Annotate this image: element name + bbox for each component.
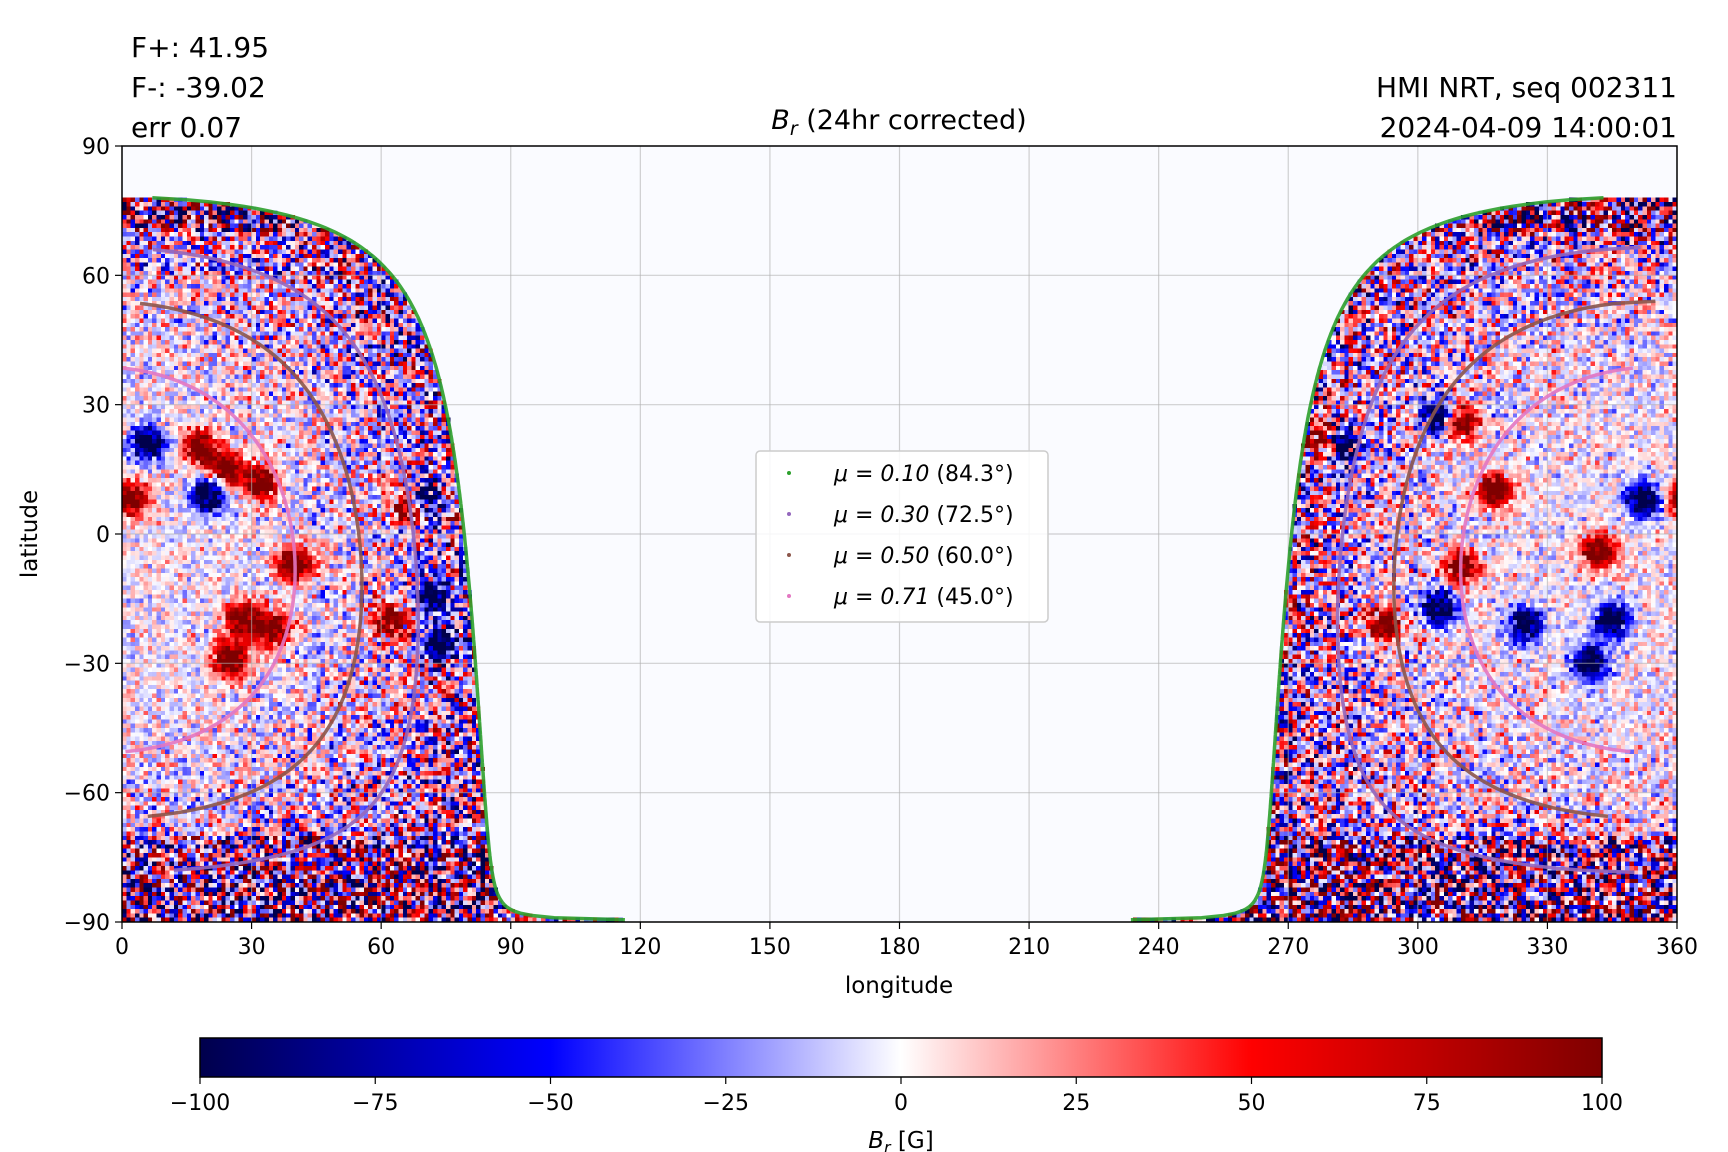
x-tick-label: 270 bbox=[1267, 935, 1309, 960]
y-tick-label: −90 bbox=[64, 911, 110, 936]
colorbar-tick-label: −100 bbox=[170, 1091, 230, 1116]
legend-marker bbox=[787, 594, 791, 598]
y-tick-label: 60 bbox=[82, 264, 110, 289]
legend-label-angle: (60.0°) bbox=[929, 544, 1013, 569]
colorbar-label: Br [G] bbox=[868, 1128, 933, 1152]
x-tick-label: 330 bbox=[1526, 935, 1568, 960]
x-axis-ticks: 0 30 60 90 120 150 180 210 240 270 300 330 360 bbox=[115, 922, 1698, 960]
mu-contour-line bbox=[122, 366, 297, 754]
legend-label: μ = 0.10 (84.3°) bbox=[833, 462, 1014, 487]
x-tick-label: 30 bbox=[238, 935, 266, 960]
legend-label-angle: (84.3°) bbox=[929, 462, 1013, 487]
legend-label: μ = 0.30 (72.5°) bbox=[833, 503, 1014, 528]
mu-contour-0.30 bbox=[153, 247, 1670, 872]
y-tick-label: 90 bbox=[82, 135, 110, 160]
x-tick-label: 90 bbox=[497, 935, 525, 960]
x-tick-label: 360 bbox=[1656, 935, 1698, 960]
legend: μ = 0.10 (84.3°)μ = 0.30 (72.5°)μ = 0.50… bbox=[755, 450, 1049, 623]
legend-marker bbox=[787, 553, 791, 557]
legend-item: μ = 0.30 (72.5°) bbox=[787, 503, 1014, 528]
legend-marker bbox=[787, 512, 791, 516]
flux-positive-label: F+: 41.95 bbox=[131, 31, 269, 64]
legend-label: μ = 0.50 (60.0°) bbox=[833, 544, 1014, 569]
colorbar-tick-label: −75 bbox=[352, 1091, 398, 1116]
colorbar-ticks: −100 −75 −50 −25 0 25 50 75 100 bbox=[170, 1077, 1623, 1116]
chart-title-subscript: r bbox=[790, 118, 799, 140]
colorbar-label-rest: [G] bbox=[891, 1128, 934, 1152]
y-tick-label: −60 bbox=[64, 782, 110, 807]
legend-label-angle: (72.5°) bbox=[929, 503, 1013, 528]
mu-contour-line bbox=[152, 195, 625, 922]
x-tick-label: 300 bbox=[1397, 935, 1439, 960]
mu-contour-line bbox=[1130, 195, 1604, 922]
colorbar-tick-label: 0 bbox=[894, 1091, 908, 1116]
mu-contour-line bbox=[1335, 245, 1641, 875]
y-axis-ticks: −90 −60 −30 0 30 60 90 bbox=[64, 135, 122, 936]
chart-title-rest: (24hr corrected) bbox=[798, 105, 1027, 136]
colorbar-tick-label: −50 bbox=[527, 1091, 573, 1116]
mu-contour-0.71 bbox=[122, 366, 1634, 754]
colorbar-tick-label: −25 bbox=[703, 1091, 749, 1116]
x-tick-label: 120 bbox=[619, 935, 661, 960]
legend-item: μ = 0.50 (60.0°) bbox=[787, 544, 1014, 569]
legend-label-math: μ = 0.50 bbox=[833, 544, 929, 569]
mu-contour-0.50 bbox=[140, 301, 1655, 816]
legend-label-math: μ = 0.71 bbox=[833, 585, 929, 610]
chart-title-symbol: B bbox=[771, 105, 790, 136]
timestamp-label: 2024-04-09 14:00:01 bbox=[1380, 111, 1677, 144]
y-tick-label: 30 bbox=[82, 394, 110, 419]
mu-contours bbox=[122, 195, 1670, 922]
colorbar-tick-label: 100 bbox=[1581, 1091, 1623, 1116]
legend-label-angle: (45.0°) bbox=[929, 585, 1013, 610]
colorbar-label-symbol: B bbox=[868, 1128, 884, 1152]
colorbar-tick-label: 25 bbox=[1062, 1091, 1090, 1116]
x-tick-label: 240 bbox=[1138, 935, 1180, 960]
x-tick-label: 60 bbox=[367, 935, 395, 960]
mu-contour-0.10 bbox=[152, 195, 1604, 922]
colorbar-tick-label: 75 bbox=[1413, 1091, 1441, 1116]
flux-negative-label: F-: -39.02 bbox=[131, 71, 266, 104]
source-label: HMI NRT, seq 002311 bbox=[1376, 71, 1677, 104]
error-label: err 0.07 bbox=[131, 111, 242, 144]
x-tick-label: 180 bbox=[879, 935, 921, 960]
chart-title: Br (24hr corrected) bbox=[771, 105, 1026, 140]
mu-contour-line bbox=[1392, 299, 1656, 819]
legend-label: μ = 0.71 (45.0°) bbox=[833, 585, 1014, 610]
y-tick-label: −30 bbox=[64, 652, 110, 677]
x-tick-label: 0 bbox=[115, 935, 129, 960]
x-axis-label: longitude bbox=[845, 973, 953, 999]
x-tick-label: 210 bbox=[1008, 935, 1050, 960]
legend-marker bbox=[787, 471, 791, 475]
mu-contour-line bbox=[1458, 366, 1634, 754]
legend-label-math: μ = 0.10 bbox=[833, 462, 929, 487]
y-tick-label: 0 bbox=[96, 523, 110, 548]
colorbar bbox=[199, 1037, 1603, 1078]
legend-box bbox=[755, 450, 1049, 623]
legend-item: μ = 0.10 (84.3°) bbox=[787, 462, 1014, 487]
x-tick-label: 150 bbox=[749, 935, 791, 960]
colorbar-label-subscript: r bbox=[884, 1138, 892, 1152]
y-axis-label: latitude bbox=[17, 490, 43, 578]
legend-label-math: μ = 0.30 bbox=[833, 503, 929, 528]
colorbar-tick-label: 50 bbox=[1238, 1091, 1266, 1116]
legend-item: μ = 0.71 (45.0°) bbox=[787, 585, 1014, 610]
